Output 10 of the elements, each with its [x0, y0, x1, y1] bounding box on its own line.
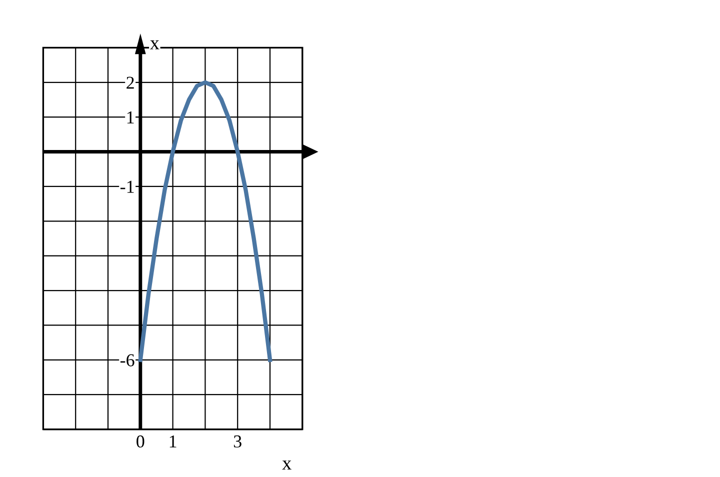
- y-tick-label: 1: [127, 111, 134, 124]
- y-axis-title: x: [150, 40, 160, 50]
- y-tick-label: -6: [120, 354, 134, 366]
- x-tick-label: 0: [136, 435, 144, 448]
- x-tick-label: 3: [234, 435, 242, 448]
- x-tick-label: 1: [170, 435, 176, 448]
- x-axis-title: x: [282, 460, 292, 470]
- y-tick-label: 2: [126, 76, 134, 89]
- line-series: [138, 80, 272, 362]
- y-tick-label: -1: [120, 180, 134, 193]
